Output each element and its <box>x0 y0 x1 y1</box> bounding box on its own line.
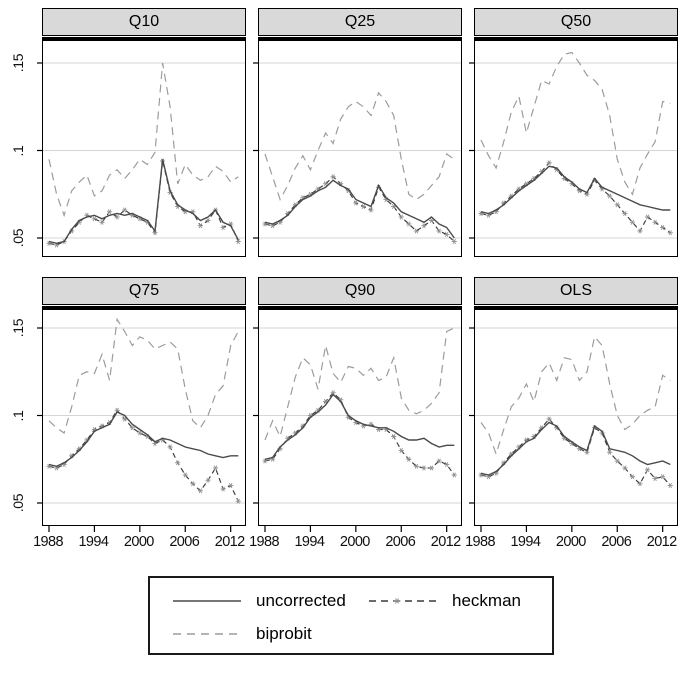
x-tick-label: 1988 <box>249 534 279 550</box>
series-heckman <box>48 160 239 246</box>
series-heckman <box>264 391 455 476</box>
series-biprobit <box>480 51 671 196</box>
series-biprobit <box>264 91 455 202</box>
plot-area <box>37 41 246 257</box>
x-tick-label: 2000 <box>555 534 586 550</box>
series-biprobit <box>48 62 239 218</box>
title-separator-band <box>474 306 678 310</box>
panel-title: OLS <box>474 277 678 305</box>
legend-item-uncorrected: uncorrected <box>170 591 346 611</box>
plot-canvas <box>253 62 461 245</box>
series-heckman-markers <box>262 390 457 478</box>
plot-area <box>253 41 462 257</box>
y-tick-label: .1 <box>10 409 26 422</box>
legend-item-biprobit: biprobit <box>170 624 312 644</box>
x-tick-label: 2000 <box>339 534 370 550</box>
panel-q25: Q25 <box>253 8 462 257</box>
series-heckman <box>480 418 671 486</box>
series-uncorrected <box>48 411 239 468</box>
legend-line-biprobit-icon <box>173 633 241 635</box>
title-separator-band <box>258 306 462 310</box>
x-tick-label: 1994 <box>294 534 325 550</box>
legend-line-uncorrected-icon <box>173 600 241 602</box>
x-tick-label: 1988 <box>33 534 63 550</box>
panel-title: Q50 <box>474 8 678 36</box>
x-axis-q75: 1988 1994 2000 2006 2012 <box>33 532 246 552</box>
plot-area <box>469 310 678 532</box>
panel-q75: Q75 <box>37 277 246 532</box>
x-tick-label: 2006 <box>385 534 416 550</box>
x-axis-q90: 1988 1994 2000 2006 2012 <box>249 532 462 552</box>
plot-area <box>469 41 678 257</box>
series-heckman-markers <box>478 416 673 489</box>
legend-label-heckman: heckman <box>452 591 521 610</box>
series-uncorrected <box>48 159 239 245</box>
legend-item-heckman: heckman <box>366 591 521 611</box>
title-separator-band <box>474 37 678 41</box>
panel-q90: Q90 <box>253 277 462 532</box>
legend-label-biprobit: biprobit <box>256 624 312 643</box>
plot-canvas <box>469 51 677 239</box>
plot-area <box>37 310 246 532</box>
plot-canvas <box>469 327 677 532</box>
plot-canvas <box>37 62 245 248</box>
panel-title: Q25 <box>258 8 462 36</box>
x-tick-label: 2006 <box>601 534 632 550</box>
x-tick-label: 1988 <box>465 534 495 550</box>
y-tick-label: .15 <box>10 318 26 338</box>
x-tick-label: 2012 <box>430 534 461 550</box>
legend-label-uncorrected: uncorrected <box>256 591 346 610</box>
series-biprobit <box>48 317 239 434</box>
y-tick-label: .05 <box>10 228 26 248</box>
series-heckman <box>48 409 239 502</box>
x-axis-ols: 1988 1994 2000 2006 2012 <box>465 532 678 552</box>
series-uncorrected <box>480 165 671 215</box>
y-tick-label: .15 <box>10 53 26 73</box>
legend-line-heckman-icon <box>369 598 437 604</box>
x-tick-label: 2006 <box>169 534 200 550</box>
series-uncorrected <box>264 179 455 239</box>
x-tick-label: 2012 <box>646 534 677 550</box>
panel-title: Q10 <box>42 8 246 36</box>
title-separator-band <box>42 306 246 310</box>
panel-title: Q75 <box>42 277 246 305</box>
plot-canvas <box>37 317 245 532</box>
title-separator-band <box>42 37 246 41</box>
plot-canvas <box>253 327 461 532</box>
panel-q50: Q50 <box>469 8 678 257</box>
series-biprobit <box>264 327 455 441</box>
plot-area <box>253 310 462 532</box>
series-uncorrected <box>480 421 671 476</box>
y-tick-label: .1 <box>10 144 26 157</box>
series-heckman-markers <box>262 174 457 245</box>
x-tick-label: 1994 <box>510 534 541 550</box>
y-tick-label: .05 <box>10 493 26 513</box>
series-biprobit <box>480 335 671 456</box>
title-separator-band <box>258 37 462 41</box>
panel-ols: OLS <box>469 277 678 532</box>
x-tick-label: 2012 <box>214 534 245 550</box>
series-heckman <box>480 161 671 234</box>
x-tick-label: 1994 <box>78 534 109 550</box>
series-heckman-markers <box>46 407 241 504</box>
panel-title: Q90 <box>258 277 462 305</box>
legend-box: uncorrected heckman biprobit <box>148 576 554 655</box>
panel-q10: Q10 <box>37 8 246 257</box>
x-tick-label: 2000 <box>123 534 154 550</box>
series-uncorrected <box>264 393 455 460</box>
